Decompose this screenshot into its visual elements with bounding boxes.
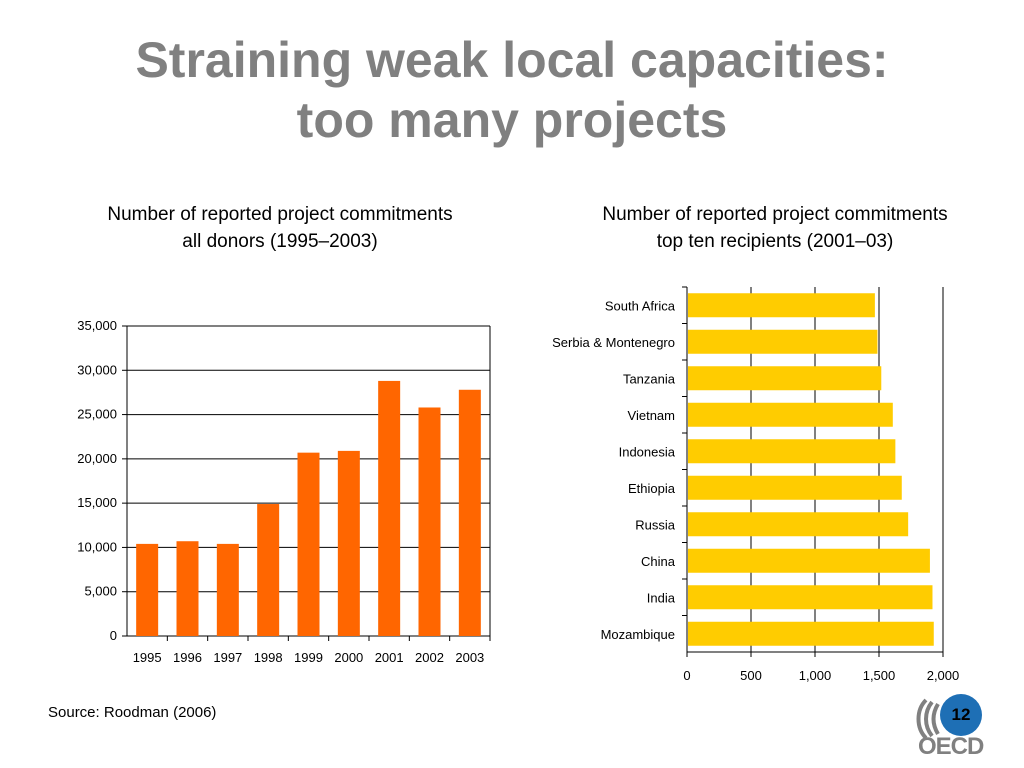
bar-serbia-montenegro	[688, 329, 878, 354]
y-tick-label: 35,000	[77, 318, 117, 333]
left-chart-title: Number of reported project commitments a…	[20, 201, 540, 255]
y-tick-label: Ethiopia	[628, 481, 676, 496]
y-tick-label: 10,000	[77, 539, 117, 554]
bar-1995	[136, 543, 159, 636]
x-tick-label: 2,000	[927, 668, 960, 683]
right-chart-title-line-1: Number of reported project commitments	[602, 204, 948, 225]
page-number-badge: 12	[940, 694, 982, 736]
x-tick-label: 2003	[455, 650, 484, 665]
bar-2003	[458, 389, 481, 636]
bar-china	[688, 548, 930, 573]
left-chart-subtitle: all donors (1995–2003)	[182, 231, 378, 252]
x-tick-label: 2002	[415, 650, 444, 665]
slide-title-line-2: too many projects	[296, 92, 728, 148]
right-chart-subtitle: top ten recipients (2001–03)	[656, 231, 894, 252]
slide-title: Straining weak local capacities: too man…	[0, 30, 1024, 150]
bar-mozambique	[688, 621, 934, 646]
bar-india	[688, 585, 933, 610]
bar-2000	[337, 450, 360, 636]
x-tick-label: 2000	[334, 650, 363, 665]
x-tick-label: 1,000	[799, 668, 832, 683]
y-tick-label: 15,000	[77, 495, 117, 510]
bar-ethiopia	[688, 475, 902, 500]
y-tick-label: Vietnam	[628, 408, 675, 423]
y-tick-label: South Africa	[605, 298, 676, 313]
y-tick-label: China	[641, 554, 676, 569]
oecd-logo-text: OECD	[918, 733, 984, 760]
x-tick-label: 1995	[133, 650, 162, 665]
bar-1998	[257, 504, 280, 636]
x-tick-label: 0	[683, 668, 690, 683]
y-tick-label: Tanzania	[623, 371, 676, 386]
y-tick-label: Indonesia	[619, 444, 676, 459]
y-tick-label: Russia	[635, 517, 676, 532]
bar-2001	[378, 380, 401, 636]
right-chart-title: Number of reported project commitments t…	[515, 201, 1024, 255]
bar-indonesia	[688, 439, 896, 464]
y-tick-label: 20,000	[77, 451, 117, 466]
y-tick-label: India	[647, 590, 676, 605]
bar-south-africa	[688, 293, 875, 318]
source-note: Source: Roodman (2006)	[48, 704, 217, 721]
y-tick-label: 30,000	[77, 362, 117, 377]
x-tick-label: 500	[740, 668, 762, 683]
bar-1997	[216, 543, 239, 636]
bar-vietnam	[688, 402, 893, 427]
x-tick-label: 1997	[213, 650, 242, 665]
left-chart-title-line-1: Number of reported project commitments	[107, 204, 453, 225]
x-tick-label: 1999	[294, 650, 323, 665]
bar-russia	[688, 512, 909, 537]
x-tick-label: 1996	[173, 650, 202, 665]
x-tick-label: 2001	[375, 650, 404, 665]
bar-1996	[176, 541, 199, 636]
y-tick-label: 5,000	[84, 584, 117, 599]
oecd-logo-icon	[916, 698, 940, 740]
x-tick-label: 1,500	[863, 668, 896, 683]
bar-tanzania	[688, 366, 882, 391]
y-tick-label: 0	[110, 628, 117, 643]
x-tick-label: 1998	[254, 650, 283, 665]
bar-2002	[418, 407, 441, 636]
y-tick-label: Serbia & Montenegro	[552, 335, 675, 350]
y-tick-label: Mozambique	[601, 627, 675, 642]
bar-1999	[297, 452, 320, 636]
slide-title-line-1: Straining weak local capacities:	[135, 32, 889, 88]
y-tick-label: 25,000	[77, 407, 117, 422]
